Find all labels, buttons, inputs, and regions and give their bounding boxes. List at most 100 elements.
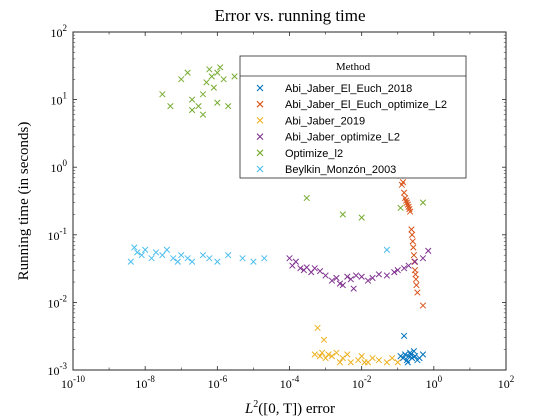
point-2-3: [318, 349, 326, 356]
point-5-21: [383, 246, 391, 253]
point-1-21: [412, 271, 419, 278]
series-2: [311, 324, 401, 366]
point-5-14: [199, 251, 207, 259]
point-3-27: [425, 247, 432, 254]
point-4-23: [358, 214, 365, 221]
x-tick-label-6: 102: [498, 374, 515, 391]
point-1-13: [419, 302, 427, 309]
point-3-23: [400, 265, 408, 272]
point-1-2: [400, 189, 408, 196]
legend-marker-5: [256, 165, 264, 173]
point-4-3: [184, 69, 191, 76]
point-3-17: [364, 277, 372, 284]
point-4-6: [199, 111, 207, 118]
y-tick-label-2: 10-1: [48, 226, 68, 243]
point-0-11: [419, 351, 427, 358]
legend-marker-2: [256, 117, 264, 124]
y-tick-label-3: 100: [51, 158, 68, 175]
y-axis-label: Running time (in seconds): [16, 122, 32, 281]
point-2-1: [311, 351, 318, 358]
point-2-20: [344, 351, 351, 358]
point-4-22: [339, 211, 346, 218]
point-3-2: [292, 258, 300, 265]
series-5: [127, 244, 391, 265]
point-4-15: [231, 73, 238, 80]
point-5-6: [152, 249, 160, 256]
point-5-5: [148, 255, 155, 262]
y-tick-label-1: 10-2: [48, 293, 68, 310]
point-0-6: [406, 349, 414, 356]
legend-marker-0: [256, 84, 264, 92]
point-3-24: [405, 262, 412, 269]
point-3-8: [316, 267, 324, 275]
point-0-13: [404, 359, 411, 366]
point-2-4: [322, 354, 329, 362]
point-0-3: [401, 351, 409, 358]
point-4-5: [195, 102, 202, 110]
point-3-16: [358, 273, 365, 280]
point-0-0: [400, 332, 408, 340]
point-5-12: [184, 255, 191, 262]
x-axis-label: L2([0, T]) error: [244, 399, 335, 417]
point-2-11: [358, 353, 365, 360]
point-3-20: [383, 272, 391, 279]
point-3-14: [347, 276, 354, 283]
point-3-13: [344, 273, 351, 280]
point-4-13: [220, 76, 227, 83]
point-1-14: [399, 179, 407, 186]
legend: Method Abi_Jaber_El_Euch_2018 Abi_Jaber_E…: [239, 55, 467, 179]
point-3-9: [322, 272, 329, 279]
x-tick-label-4: 10-2: [352, 374, 372, 391]
point-1-16: [404, 201, 411, 208]
point-3-19: [375, 271, 383, 278]
point-5-15: [206, 255, 213, 262]
point-0-8: [411, 353, 419, 360]
point-5-11: [178, 251, 185, 259]
point-5-20: [261, 255, 268, 262]
series-1: [397, 172, 427, 309]
point-5-13: [188, 258, 196, 265]
point-1-8: [409, 238, 416, 245]
x-tick-label-5: 100: [426, 374, 443, 391]
point-3-21: [391, 269, 398, 276]
point-3-22: [394, 266, 401, 274]
point-4-10: [210, 84, 217, 91]
x-tick-label-3: 10-4: [280, 374, 300, 391]
point-3-0: [286, 255, 293, 262]
y-tick-label-4: 101: [51, 91, 68, 108]
point-0-14: [407, 351, 414, 358]
chart-title: Error vs. running time: [214, 6, 365, 25]
point-4-19: [214, 99, 221, 106]
point-4-24: [419, 199, 427, 206]
point-3-26: [419, 255, 427, 262]
point-3-28: [336, 280, 344, 287]
legend-label-4: Optimize_l2: [285, 148, 343, 160]
point-5-7: [159, 251, 166, 259]
legend-title: Method: [336, 61, 371, 73]
point-5-16: [214, 258, 221, 265]
x-tick-label-2: 10-6: [208, 374, 228, 391]
legend-label-5: Beylkin_Monzón_2003: [285, 164, 396, 176]
legend-marker-3: [256, 133, 264, 140]
x-axis-label-math: L: [244, 401, 253, 417]
point-4-1: [167, 102, 174, 110]
x-tick-label-0: 10-10: [61, 374, 85, 391]
point-5-1: [131, 244, 138, 251]
point-1-22: [413, 281, 420, 289]
point-2-7: [333, 349, 340, 356]
point-5-2: [134, 249, 141, 256]
point-3-7: [311, 265, 318, 272]
point-2-9: [347, 359, 354, 366]
point-1-12: [414, 289, 421, 296]
point-2-0: [314, 324, 321, 332]
point-5-9: [170, 255, 177, 262]
data-marks: [127, 64, 432, 366]
point-5-19: [250, 258, 257, 265]
point-3-15: [352, 272, 360, 279]
x-axis-label-sup: 2: [253, 399, 258, 410]
point-3-25: [411, 258, 419, 265]
point-5-10: [174, 258, 181, 265]
axis-ticks: 10-10 10-8 10-6 10-4 10-2 100 102 10-3 10-2 10-1 1…: [48, 23, 515, 391]
point-2-8: [339, 354, 346, 362]
